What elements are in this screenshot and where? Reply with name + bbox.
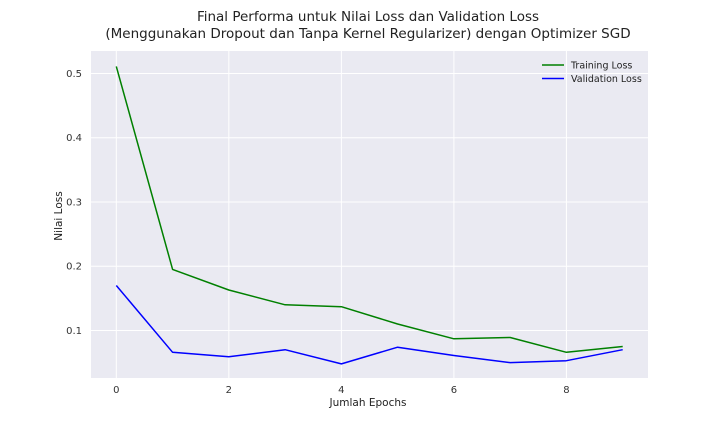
series-lines <box>115 66 623 365</box>
x-axis-label: Jumlah Epochs <box>329 397 407 409</box>
legend: Training Loss Validation Loss <box>542 61 642 85</box>
y-tick-label: 0.2 <box>66 262 82 273</box>
y-tick-label: 0.3 <box>66 197 82 208</box>
y-tick-label: 0.5 <box>66 69 82 80</box>
x-tick-label: 8 <box>563 385 569 396</box>
x-tick-label: 4 <box>338 385 344 396</box>
validation-loss-line <box>115 285 623 365</box>
y-tick-label: 0.1 <box>66 326 82 337</box>
chart-title: Final Performa untuk Nilai Loss dan Vali… <box>197 9 539 25</box>
x-tick-label: 6 <box>451 385 457 396</box>
x-tick-label: 0 <box>113 385 119 396</box>
y-axis-label: Nilai Loss <box>53 191 65 240</box>
chart-subtitle: (Menggunakan Dropout dan Tanpa Kernel Re… <box>105 26 630 42</box>
training-loss-legend-label: Training Loss <box>570 61 632 72</box>
validation-loss-legend-label: Validation Loss <box>571 74 642 85</box>
tick-labels: 0 2 4 6 8 0.1 0.2 0.3 0.4 0.5 <box>66 69 570 396</box>
grid-lines <box>91 51 648 378</box>
plot-area <box>91 51 648 378</box>
y-tick-label: 0.4 <box>66 133 82 144</box>
x-tick-label: 2 <box>226 385 232 396</box>
training-loss-line <box>115 66 623 354</box>
